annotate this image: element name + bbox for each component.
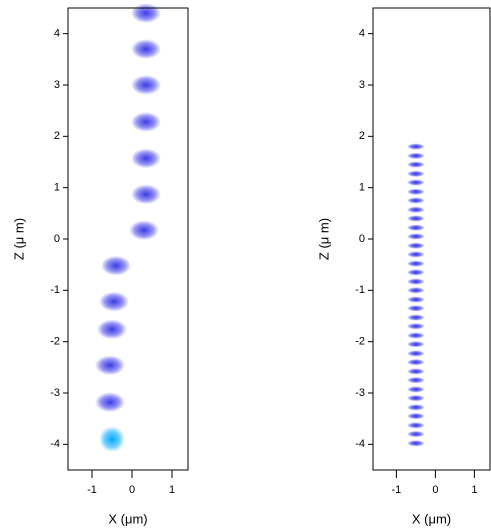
intensity-spot — [406, 269, 425, 276]
intensity-spot — [97, 319, 127, 340]
intensity-spot — [406, 359, 425, 366]
intensity-spot — [406, 430, 425, 438]
intensity-spot — [406, 233, 425, 240]
plot-frame — [67, 7, 189, 471]
y-tick-label: -3 — [50, 387, 60, 399]
intensity-spot — [406, 242, 425, 249]
intensity-spot — [406, 376, 425, 384]
intensity-spot — [406, 161, 425, 168]
y-axis-label: Z (μ m) — [316, 218, 331, 260]
intensity-spot — [406, 170, 425, 178]
y-tick-label: 4 — [54, 28, 60, 40]
intensity-spot — [131, 148, 161, 169]
intensity-spot — [406, 341, 425, 348]
intensity-spot — [129, 220, 159, 241]
plot-frame — [372, 7, 491, 471]
intensity-spot — [95, 355, 125, 376]
intensity-spot — [406, 206, 425, 213]
intensity-spot — [406, 278, 425, 285]
y-axis-label: Z (μ m) — [11, 218, 26, 260]
y-tick-label: -4 — [355, 438, 365, 450]
intensity-spot — [406, 323, 425, 330]
y-tick-label: -4 — [50, 438, 60, 450]
intensity-spot — [99, 426, 125, 453]
intensity-spot — [406, 287, 425, 294]
y-tick-label: -3 — [355, 387, 365, 399]
x-tick-label: 0 — [129, 484, 135, 496]
intensity-spot — [406, 412, 425, 420]
intensity-spot — [406, 296, 425, 303]
y-tick-label: 3 — [54, 79, 60, 91]
intensity-spot — [406, 440, 425, 447]
y-tick-label: 0 — [54, 233, 60, 245]
intensity-spot — [101, 255, 131, 276]
intensity-spot — [131, 111, 161, 132]
intensity-spot — [406, 350, 425, 357]
y-tick-label: 4 — [359, 28, 365, 40]
intensity-spot — [131, 75, 161, 95]
intensity-spot — [406, 179, 425, 186]
y-tick-label: 0 — [359, 233, 365, 245]
intensity-spot — [406, 152, 425, 160]
x-axis-label: X (μm) — [108, 511, 147, 526]
y-tick-label: -1 — [50, 284, 60, 296]
intensity-spot — [406, 368, 425, 375]
intensity-spot — [406, 143, 425, 150]
intensity-spot — [406, 314, 425, 321]
y-tick-label: -1 — [355, 284, 365, 296]
x-tick-label: 0 — [432, 484, 438, 496]
intensity-spot — [406, 251, 425, 258]
y-tick-label: -2 — [50, 336, 60, 348]
x-tick-label: 1 — [169, 484, 175, 496]
intensity-spot — [131, 39, 161, 60]
y-tick-label: -2 — [355, 336, 365, 348]
intensity-spot — [406, 215, 425, 222]
intensity-spot — [406, 305, 425, 312]
x-tick-label: 1 — [471, 484, 477, 496]
y-tick-label: 2 — [359, 130, 365, 142]
intensity-spot — [406, 422, 425, 429]
intensity-spot — [131, 184, 161, 205]
y-tick-label: 3 — [359, 79, 365, 91]
intensity-spot — [406, 197, 425, 204]
intensity-spot — [406, 394, 425, 402]
x-axis-label: X (μm) — [412, 511, 451, 526]
intensity-spot — [406, 386, 425, 393]
intensity-spot — [406, 224, 425, 231]
intensity-spot — [95, 392, 125, 413]
x-tick-label: -1 — [87, 484, 97, 496]
intensity-spot — [131, 3, 161, 24]
y-tick-label: 1 — [359, 182, 365, 194]
intensity-spot — [406, 260, 425, 267]
intensity-spot — [406, 188, 425, 195]
intensity-spot — [406, 332, 425, 339]
y-tick-label: 1 — [54, 182, 60, 194]
x-tick-label: -1 — [392, 484, 402, 496]
intensity-spot — [99, 291, 129, 312]
y-tick-label: 2 — [54, 130, 60, 142]
intensity-spot — [406, 404, 425, 411]
